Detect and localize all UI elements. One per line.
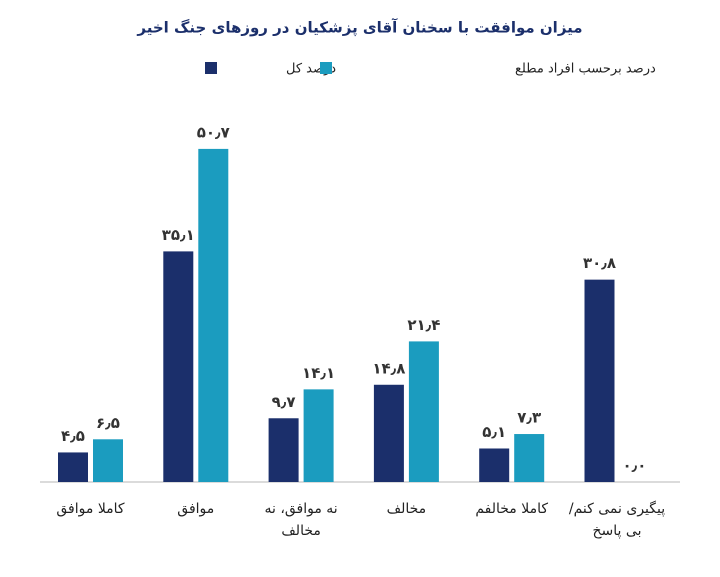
chart-title: میزان موافقت با سخنان آقای پزشکیان در رو… (136, 19, 582, 38)
bar (58, 452, 88, 482)
bar (268, 418, 299, 482)
bar (479, 448, 510, 482)
legend-swatch (320, 62, 332, 74)
bar (93, 439, 123, 482)
legend-swatch (205, 62, 217, 74)
bar (514, 434, 545, 482)
data-label: ۵٫۱ (482, 423, 506, 441)
data-label: ۴٫۵ (61, 427, 85, 445)
bar (198, 148, 229, 482)
data-label: ۱۴٫۸ (372, 359, 405, 377)
data-label: ۳۰٫۸ (583, 254, 616, 272)
data-label: ۰٫۰ (623, 457, 647, 475)
bar (303, 389, 334, 482)
bar (373, 384, 404, 482)
x-tick-label: نه موافق، نه مخالف (264, 501, 338, 539)
x-tick-label: موافق (177, 501, 215, 517)
x-tick-label: مخالف (386, 501, 427, 517)
legend-label: درصد برحسب افراد مطلع (515, 62, 656, 77)
data-label: ۲۱٫۴ (407, 316, 440, 334)
bar (584, 279, 615, 482)
bar (408, 341, 439, 482)
data-label: ۹٫۷ (272, 393, 296, 411)
x-tick-label: پیگیری نمی کنم/بی پاسخ (568, 501, 666, 539)
x-tick-label: کاملا مخالفم (475, 501, 549, 517)
x-tick-label: کاملا موافق (56, 501, 125, 517)
data-label: ۳۵٫۱ (162, 226, 195, 244)
data-label: ۶٫۵ (96, 414, 120, 432)
data-label: ۱۴٫۱ (302, 364, 335, 382)
data-label: ۵۰٫۷ (197, 123, 230, 141)
data-label: ۷٫۳ (517, 409, 541, 427)
bar (163, 251, 194, 482)
